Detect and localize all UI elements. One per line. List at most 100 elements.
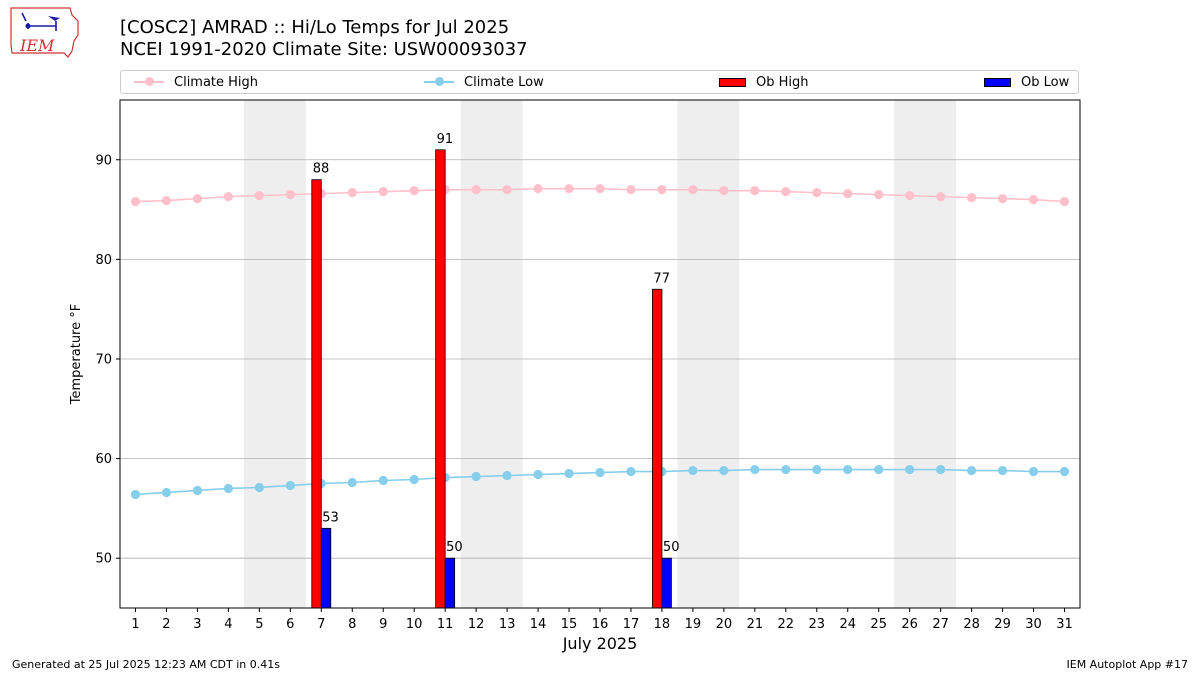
climate-high-point [812, 188, 822, 198]
climate-low-point [812, 464, 822, 475]
climate-high-point [564, 184, 574, 194]
climate-high-point [533, 184, 543, 194]
chart-subtitle: NCEI 1991-2020 Climate Site: USW00093037 [120, 39, 528, 60]
x-tick-label: 2 [162, 617, 170, 632]
legend-item-climate-high: Climate High [134, 71, 258, 93]
climate-low-point [719, 465, 729, 476]
ob-low-bar [320, 527, 332, 609]
climate-high-point [688, 185, 698, 195]
ob-low-bar [444, 557, 456, 609]
climate-high-point [192, 194, 203, 204]
x-tick-label: 31 [1056, 617, 1073, 632]
climate-high-point [1059, 197, 1070, 207]
y-tick-label: 80 [95, 253, 112, 268]
ob-high-bar [652, 288, 663, 609]
x-tick-label: 21 [747, 617, 764, 632]
ob-low-data-label: 50 [663, 540, 680, 555]
climate-low-point [502, 470, 512, 481]
iem-logo: IEM [10, 7, 79, 58]
legend-label-ob-low: Ob Low [1021, 74, 1070, 90]
x-axis-label: July 2025 [562, 634, 638, 653]
climate-high-point [254, 191, 264, 201]
y-tick-label: 90 [95, 153, 112, 168]
climate-high-point [719, 186, 729, 196]
legend-swatch-ob-low [984, 77, 1011, 87]
climate-high-point [905, 191, 915, 201]
climate-low-point [161, 487, 172, 498]
x-tick-label: 28 [963, 617, 980, 632]
x-tick-label: 24 [839, 617, 856, 632]
climate-high-point [161, 196, 172, 206]
ob-high-bar [435, 149, 446, 609]
climate-low-point [874, 464, 884, 475]
climate-low-point [595, 467, 605, 478]
x-tick-label: 16 [592, 617, 609, 632]
climate-high-point [750, 186, 760, 196]
ob-high-data-label: 77 [653, 271, 670, 286]
ob-high-data-label: 91 [437, 132, 454, 147]
x-tick-label: 10 [406, 617, 423, 632]
climate-high-point [936, 192, 946, 202]
climate-low-point [347, 477, 357, 488]
climate-low-point [409, 474, 419, 485]
climate-high-point [223, 192, 233, 202]
plot-frame [119, 99, 1081, 609]
climate-high-point [595, 184, 605, 194]
climate-high-point [347, 188, 357, 198]
legend-item-ob-high: Ob High [719, 71, 809, 93]
climate-high-point [1028, 195, 1039, 205]
ob-high-data-label: 88 [313, 162, 330, 177]
x-tick-label: 23 [809, 617, 826, 632]
footer-generated: Generated at 25 Jul 2025 12:23 AM CDT in… [12, 658, 280, 671]
x-tick-label: 12 [468, 617, 485, 632]
iowa-outline-icon [10, 7, 79, 58]
climate-low-point [130, 489, 141, 500]
y-axis-label: Temperature °F [69, 304, 84, 405]
climate-high-point [967, 193, 977, 203]
chart-title: [COSC2] AMRAD :: Hi/Lo Temps for Jul 202… [120, 17, 510, 38]
x-tick-label: 29 [994, 617, 1011, 632]
climate-high-point [409, 186, 419, 196]
weekend-shade [894, 100, 957, 608]
x-tick-label: 30 [1025, 617, 1042, 632]
climate-high-point [874, 190, 884, 200]
climate-low-point [471, 471, 481, 482]
legend-item-climate-low: Climate Low [424, 71, 544, 93]
legend-label-climate-high: Climate High [174, 74, 259, 90]
x-tick-label: 11 [437, 617, 454, 632]
x-tick-label: 22 [778, 617, 795, 632]
weekend-shade [677, 100, 740, 608]
ob-low-bar [661, 557, 672, 609]
legend-swatch-climate-high [134, 77, 164, 86]
x-tick-label: 4 [224, 617, 232, 632]
climate-low-point [936, 464, 946, 475]
x-tick-label: 14 [530, 617, 547, 632]
x-tick-label: 26 [901, 617, 918, 632]
x-tick-label: 13 [499, 617, 516, 632]
iem-logo-text: IEM [19, 36, 55, 55]
weekend-shade [243, 100, 306, 608]
climate-high-point [997, 194, 1008, 204]
climate-low-point [223, 483, 233, 494]
x-tick-label: 5 [255, 617, 263, 632]
weekend-shade [460, 100, 523, 608]
climate-high-point [471, 185, 481, 195]
y-tick-label: 50 [95, 552, 112, 567]
climate-low-point [997, 465, 1008, 476]
legend-swatch-climate-low [424, 77, 454, 86]
x-tick-label: 17 [623, 617, 640, 632]
climate-low-point [192, 485, 203, 496]
climate-low-point [1059, 466, 1070, 477]
y-tick-label: 70 [95, 352, 112, 367]
ob-low-data-label: 50 [446, 540, 463, 555]
climate-low-point [967, 465, 977, 476]
ob-high-bar [311, 179, 322, 609]
x-tick-label: 25 [870, 617, 887, 632]
climate-high-point [502, 185, 512, 195]
x-tick-label: 20 [716, 617, 733, 632]
climate-low-point [285, 480, 295, 491]
x-tick-label: 3 [193, 617, 201, 632]
climate-low-point [378, 475, 388, 486]
x-tick-label: 8 [348, 617, 356, 632]
